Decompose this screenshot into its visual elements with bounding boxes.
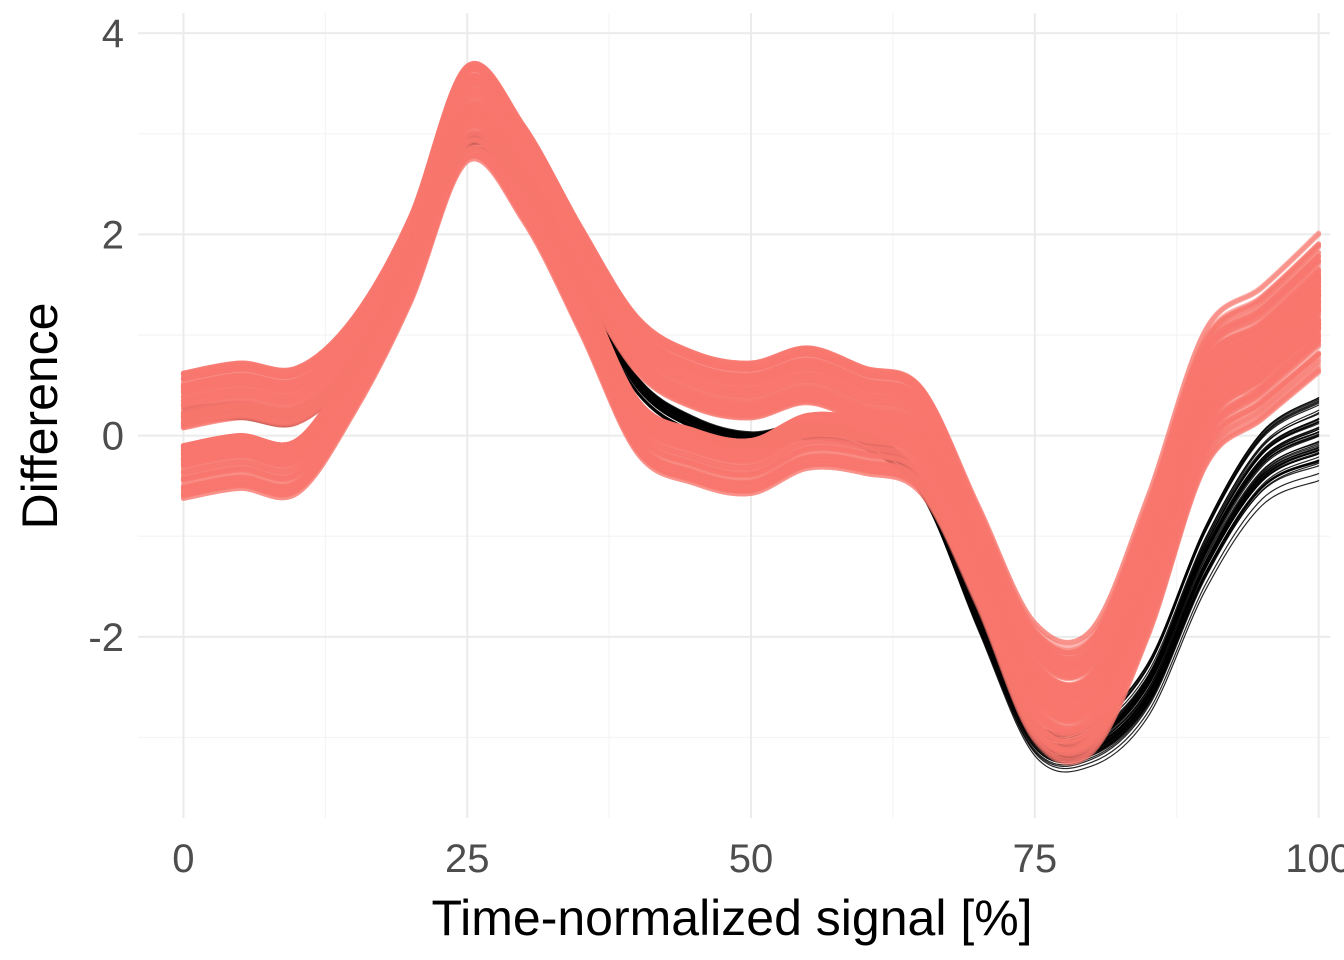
- series-line: [180, 84, 1322, 674]
- y-axis-ticks: -2 0 2 4: [88, 12, 124, 660]
- y-tick-label: 0: [102, 415, 124, 459]
- x-tick-label: 50: [729, 837, 774, 881]
- series-line: [180, 73, 1322, 661]
- x-axis-title: Time-normalized signal [%]: [431, 890, 1032, 946]
- series-red-1: [180, 103, 1322, 766]
- x-tick-label: 100: [1285, 837, 1344, 881]
- series-line: [180, 149, 1322, 760]
- series-line: [180, 156, 1322, 753]
- y-tick-label: 2: [102, 213, 124, 257]
- x-tick-label: 75: [1013, 837, 1058, 881]
- y-tick-label: 4: [102, 12, 124, 56]
- series-line: [180, 62, 1322, 650]
- series-layer: [180, 61, 1322, 773]
- x-axis-ticks: 0 25 50 75 100: [172, 837, 1344, 881]
- y-axis-title: Difference: [12, 303, 68, 530]
- series-line: [180, 108, 1322, 719]
- x-tick-label: 25: [445, 837, 490, 881]
- x-tick-label: 0: [172, 837, 194, 881]
- y-tick-label: -2: [88, 616, 124, 660]
